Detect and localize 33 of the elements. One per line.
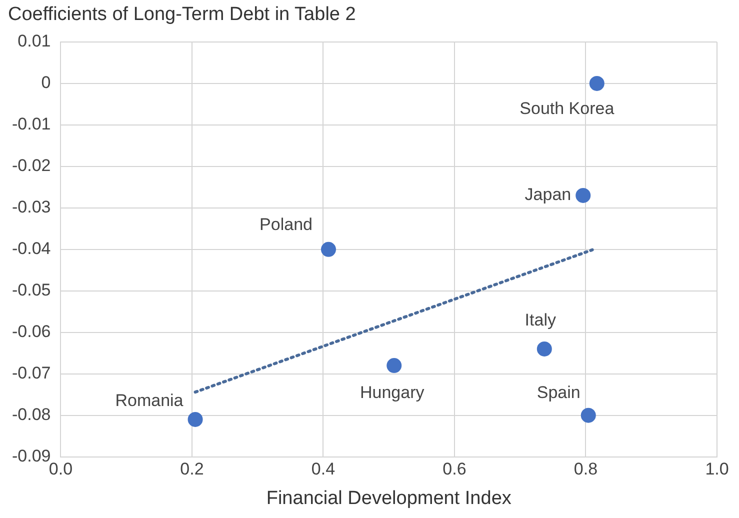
x-tick-label: 0.4 (311, 460, 336, 479)
y-tick-label: -0.01 (12, 114, 51, 134)
y-tick-label: -0.04 (12, 239, 51, 258)
point (580, 408, 596, 423)
x-tick-label: 0.0 (48, 460, 73, 479)
annotation: Poland (260, 215, 312, 234)
annotation: South Korea (520, 99, 615, 118)
x-tick-label: 0.6 (442, 460, 466, 479)
point (589, 76, 604, 91)
y-tick-label: -0.07 (12, 364, 51, 383)
x-tick-label: 0.2 (180, 460, 204, 479)
annotation: Spain (536, 383, 580, 402)
y-tick-label: -0.08 (12, 405, 51, 424)
point (536, 341, 552, 356)
x-tick-label: 1.0 (705, 460, 729, 479)
point (188, 412, 203, 427)
x-tick-label: 0.8 (574, 460, 598, 479)
y-tick-label: -0.06 (12, 322, 51, 342)
y-tick-label: -0.02 (12, 156, 51, 176)
y-tick-label: -0.09 (12, 446, 51, 466)
y-tick-label: 0 (41, 73, 51, 92)
point (576, 188, 591, 203)
y-tick-label: -0.03 (12, 198, 51, 217)
x-axis-title: Financial Development Index (266, 488, 512, 509)
y-tick-label: 0.01 (18, 32, 51, 51)
point (321, 242, 336, 257)
point (386, 358, 402, 374)
chart-title: Coefficients of Long-Term Debt in Table 2 (8, 4, 356, 26)
annotation: Romania (115, 391, 184, 410)
y-tick-label: -0.05 (12, 280, 51, 300)
annotation: Italy (524, 310, 556, 330)
annotation: Hungary (360, 383, 425, 402)
annotation: Japan (524, 185, 572, 204)
